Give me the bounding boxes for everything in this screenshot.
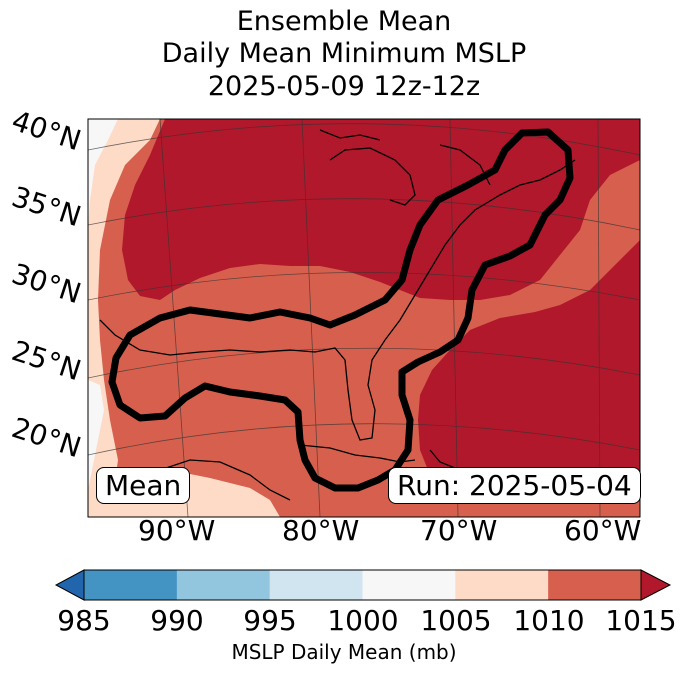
colorbar-label: MSLP Daily Mean (mb): [231, 640, 457, 664]
run-box: Run: 2025-05-04: [388, 467, 641, 504]
cbar-segment-1000: [362, 570, 456, 600]
graticule: [88, 119, 640, 517]
region-light-salmon-west: [88, 119, 160, 517]
title-line-2: Daily Mean Minimum MSLP: [161, 38, 527, 69]
cbar-segment-990: [176, 570, 271, 600]
title-line-3: 2025-05-09 12z-12z: [207, 71, 481, 102]
cbar-tick-995: 995: [243, 604, 297, 637]
cbar-tick-1015: 1015: [605, 604, 677, 637]
region-dark-red-atlantic: [418, 240, 640, 470]
cbar-tick-990: 990: [150, 604, 204, 637]
map-frame: [87, 118, 641, 518]
cbar-under-arrow: [54, 569, 85, 601]
title-line-1: Ensemble Mean: [236, 6, 452, 37]
cbar-tick-1005: 1005: [420, 604, 492, 637]
lon-label-80w: 80°W: [282, 514, 360, 547]
mean-box: Mean: [96, 467, 191, 504]
cbar-segment-1010: [548, 570, 642, 600]
cbar-segment-985: [84, 570, 178, 600]
lon-label-90w: 90°W: [138, 514, 216, 547]
cbar-segment-995: [269, 570, 363, 600]
cbar-tick-985: 985: [57, 604, 111, 637]
lon-label-70w: 70°W: [420, 514, 498, 547]
cbar-frame: [83, 569, 642, 601]
lon-label-60w: 60°W: [564, 514, 642, 547]
region-near-white-west: [88, 119, 118, 230]
cbar-over-arrow: [640, 569, 672, 601]
cbar-tick-1000: 1000: [327, 604, 399, 637]
region-near-white-southwest: [88, 380, 104, 490]
cbar-tick-1010: 1010: [513, 604, 585, 637]
mslp-contour: [108, 128, 574, 492]
cbar-segment-1005: [455, 570, 549, 600]
